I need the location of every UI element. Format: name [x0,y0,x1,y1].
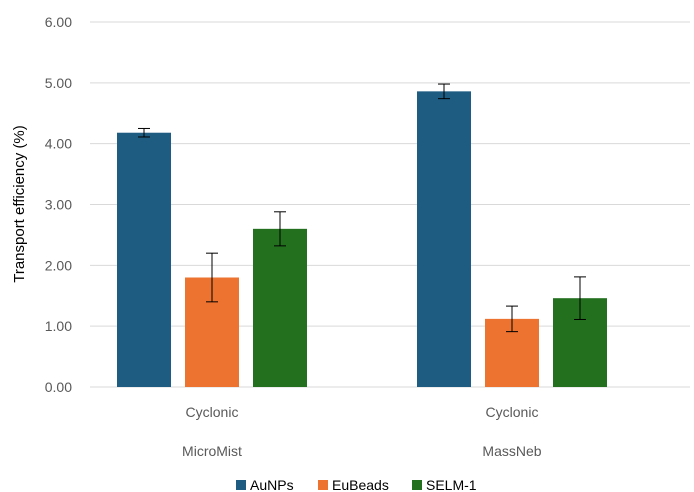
error-bar [574,276,586,320]
x-axis-categories: Cyclonic MicroMist Cyclonic MassNeb [182,404,542,459]
error-bar [274,211,286,247]
y-tick-label: 4.00 [45,136,72,152]
y-tick-label: 1.00 [45,318,72,334]
x-category-sublabel: Cyclonic [486,404,539,420]
legend-swatch [318,480,328,490]
y-tick-label: 6.00 [45,14,72,30]
bar-aunps-micromist [117,132,171,387]
legend-item: EuBeads [318,477,389,492]
legend-label: EuBeads [332,477,389,492]
y-tick-label: 0.00 [45,379,72,395]
y-axis-ticks: 0.00 1.00 2.00 3.00 4.00 5.00 6.00 [45,14,72,395]
bar-selm-1-micromist [253,228,307,387]
legend-item: SELM-1 [412,477,477,492]
error-bar [138,127,150,138]
legend: AuNPs EuBeads SELM-1 [236,477,477,492]
x-category-label: MicroMist [182,443,242,459]
error-bar [206,252,218,303]
legend-swatch [412,480,422,490]
y-tick-label: 2.00 [45,257,72,273]
y-tick-label: 5.00 [45,75,72,91]
y-axis-label: Transport efficiency (%) [11,125,28,283]
error-bar [506,305,518,333]
x-category-label: MassNeb [482,443,541,459]
legend-swatch [236,480,246,490]
legend-label: AuNPs [250,477,294,492]
error-bar [438,83,450,100]
bar-aunps-massneb [417,91,471,387]
legend-label: SELM-1 [426,477,477,492]
legend-item: AuNPs [236,477,294,492]
x-category-sublabel: Cyclonic [186,404,239,420]
bars [117,91,607,387]
error-bars [138,83,586,333]
y-tick-label: 3.00 [45,197,72,213]
